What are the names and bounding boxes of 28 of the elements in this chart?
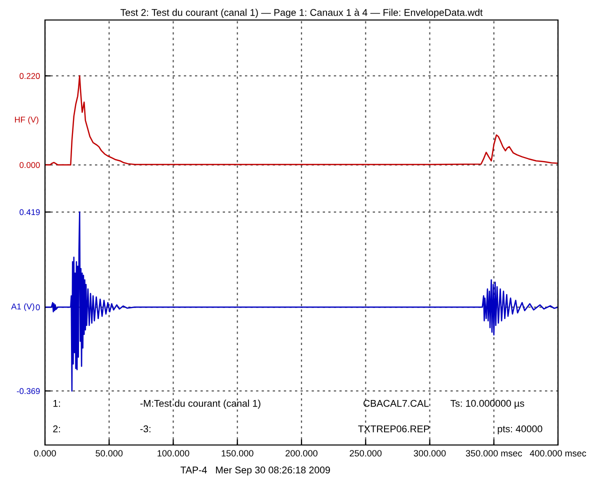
- y-tick-label: 0.000: [20, 162, 40, 168]
- x-tick-label: 400.000 msec: [530, 450, 586, 456]
- x-tick-label: 350.000 msec: [466, 450, 522, 456]
- y-tick-label: 0: [36, 304, 40, 310]
- y-tick-label: -0.369: [16, 388, 40, 394]
- annotation: -M:Test du courant (canal 1): [140, 400, 260, 409]
- text: TAP-4 Mer Sep 30 08:26:18 2009: [180, 466, 330, 476]
- x-tick-label: 50.000: [96, 450, 123, 456]
- annotation: TXTREP06.REP: [358, 425, 430, 432]
- x-tick-label: 250.000: [350, 450, 382, 456]
- annotation: 2:: [53, 425, 60, 432]
- x-tick-label: 200.000: [286, 450, 318, 456]
- x-tick-label: 150.000: [222, 450, 254, 456]
- line-series: [45, 75, 558, 166]
- x-tick-label: 0.000: [34, 450, 56, 456]
- x-tick-label: 300.000: [414, 450, 446, 456]
- y-tick-label: 0.419: [20, 209, 40, 216]
- y-axis-title: HF (V): [14, 116, 38, 124]
- line-series: [45, 211, 558, 392]
- annotation: -3:: [140, 425, 150, 432]
- y-tick-label: 0.220: [20, 73, 40, 79]
- annotation: Ts: 10.000000 µs: [450, 400, 524, 409]
- x-tick-label: 100.000: [158, 450, 190, 456]
- y-axis-title: A1 (V): [11, 303, 34, 312]
- annotation: 1:: [53, 400, 60, 407]
- annotation: pts: 40000: [498, 425, 542, 434]
- annotation: CBACAL7.CAL: [364, 400, 429, 407]
- chart-title: Test 2: Test du courant (canal 1) — Page 1: Canaux 1 à 4 — File: EnvelopeData.wdt: [120, 8, 483, 18]
